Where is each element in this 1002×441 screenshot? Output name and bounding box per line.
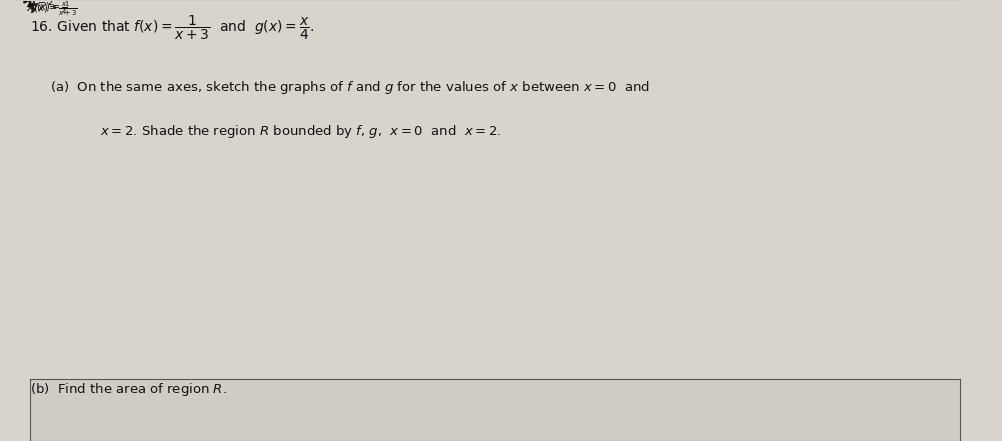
Text: y: y bbox=[30, 0, 37, 13]
Text: $\mathit{16}$. Given that $f(x) = \dfrac{1}{x+3}$  and  $g(x) = \dfrac{x}{4}$.: $\mathit{16}$. Given that $f(x) = \dfrac… bbox=[30, 13, 315, 41]
Text: $g(x) = \frac{x}{4}$: $g(x) = \frac{x}{4}$ bbox=[30, 0, 68, 17]
Text: x: x bbox=[27, 0, 34, 14]
Text: (a)  On the same axes, sketch the graphs of $f$ and $g$ for the values of $x$ be: (a) On the same axes, sketch the graphs … bbox=[50, 79, 649, 97]
Text: (b)  Find the area of region $R$.: (b) Find the area of region $R$. bbox=[30, 381, 226, 399]
Text: $f(x) = \frac{1}{x+3}$: $f(x) = \frac{1}{x+3}$ bbox=[30, 0, 77, 19]
Text: $x=2$: $x=2$ bbox=[30, 0, 55, 7]
Text: $x=2$. Shade the region $R$ bounded by $f$, $g$,  $x=0$  and  $x=2$.: $x=2$. Shade the region $R$ bounded by $… bbox=[100, 123, 501, 141]
Text: $f(x) = \frac{1}{x-3}$: $f(x) = \frac{1}{x-3}$ bbox=[30, 0, 77, 1]
